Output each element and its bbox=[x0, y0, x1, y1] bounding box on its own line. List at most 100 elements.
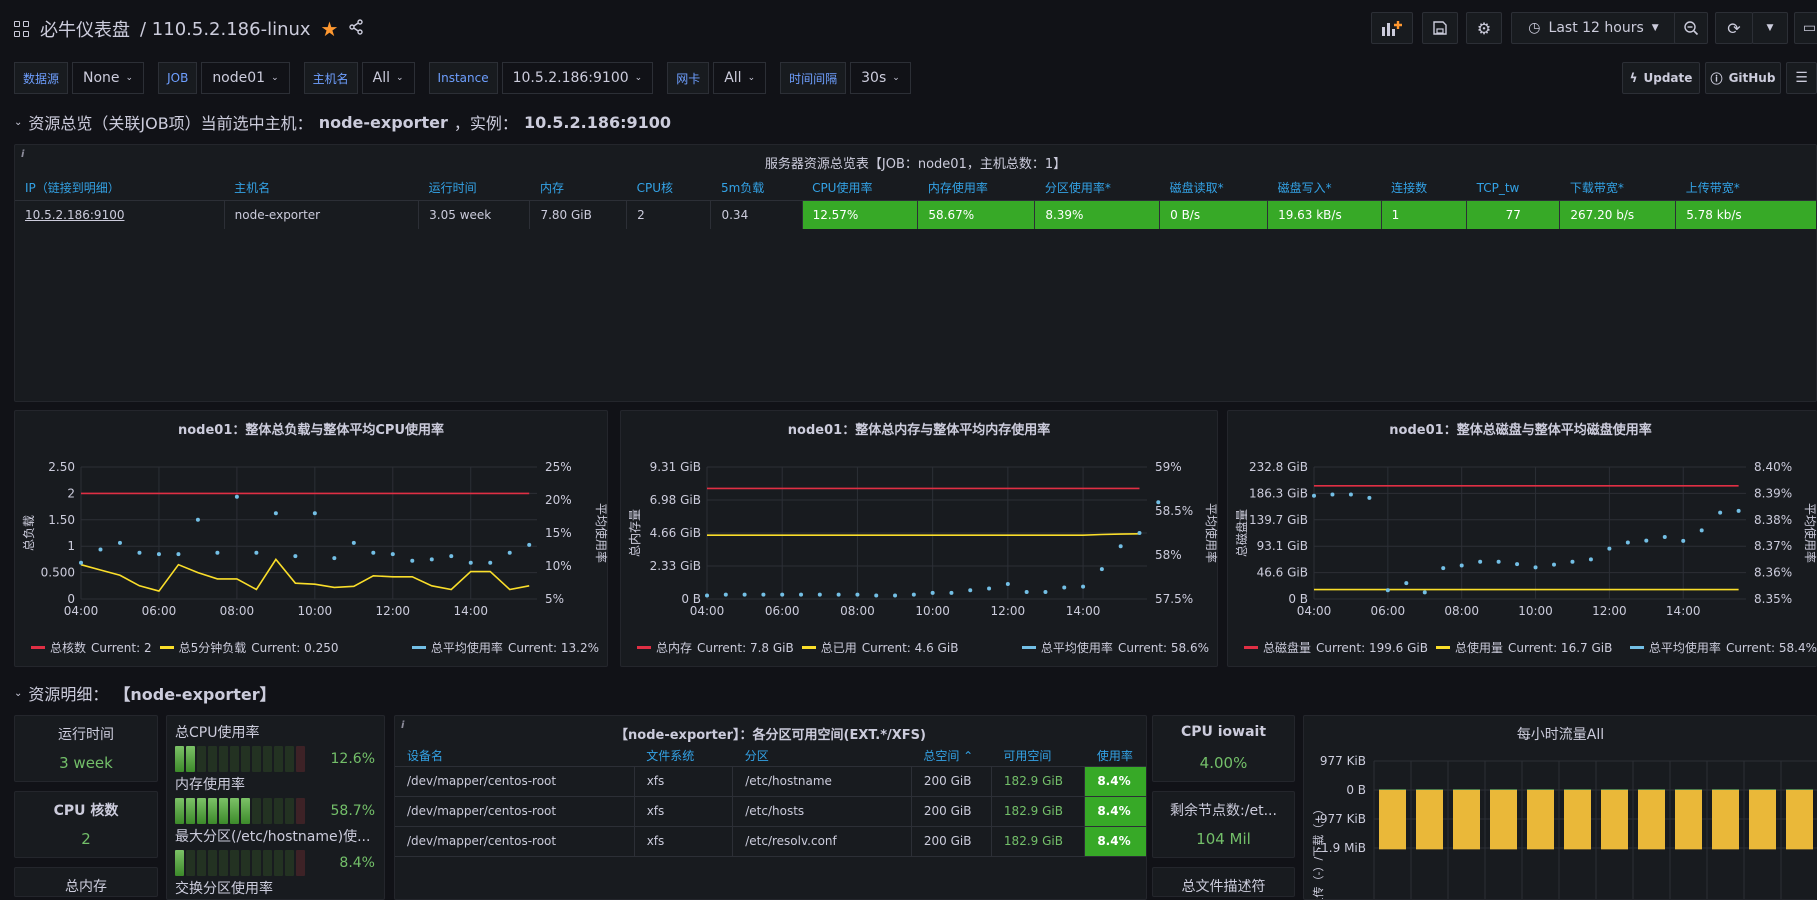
dashboard-folder-link[interactable]: 必牛仪表盘 bbox=[40, 20, 130, 41]
column-header[interactable]: 连接数 bbox=[1381, 175, 1467, 201]
variable-label-instance: Instance bbox=[428, 62, 498, 94]
legend-item[interactable]: 总已用 Current: 4.6 GiB bbox=[801, 639, 959, 656]
legend-current: Current: 4.6 GiB bbox=[861, 640, 959, 655]
column-header[interactable]: 可用空间 bbox=[991, 746, 1085, 767]
variable-select-job[interactable]: node01 ⌄ bbox=[201, 62, 290, 94]
share-icon[interactable] bbox=[348, 19, 364, 39]
column-header[interactable]: 总空间 ⌃ bbox=[911, 746, 992, 767]
column-header[interactable]: 5m负载 bbox=[710, 175, 803, 201]
column-header[interactable]: 下载带宽* bbox=[1559, 175, 1676, 201]
refresh-button[interactable]: ⟳ bbox=[1715, 12, 1753, 44]
dashboard-settings-button[interactable]: ⚙ bbox=[1466, 12, 1502, 44]
series-point-avg bbox=[1699, 528, 1704, 533]
column-header[interactable]: IP（链接到明细） bbox=[15, 175, 225, 201]
x-tick-label: 04:00 bbox=[1297, 604, 1332, 618]
variable-value: 10.5.2.186:9100 bbox=[512, 70, 629, 86]
variable-select-datasource[interactable]: None ⌄ bbox=[72, 62, 145, 94]
bar-gauge-cell bbox=[274, 798, 283, 824]
legend-item[interactable]: 总使用量 Current: 16.7 GiB bbox=[1435, 639, 1612, 656]
panel-info-icon[interactable]: i bbox=[401, 720, 405, 731]
legend-swatch bbox=[411, 646, 426, 649]
legend-item[interactable]: 总平均使用率 Current: 58.4% bbox=[1629, 639, 1817, 656]
column-header[interactable]: 上传带宽* bbox=[1675, 175, 1816, 201]
bar-gauge-cell bbox=[197, 798, 206, 824]
series-point-avg bbox=[195, 517, 200, 522]
dashboard-name[interactable]: / 110.5.2.186-linux bbox=[140, 18, 311, 40]
bar-gauge-cell bbox=[274, 850, 283, 876]
bar-gauge-cell bbox=[175, 798, 184, 824]
legend-item[interactable]: 总核数 Current: 2 bbox=[31, 639, 152, 656]
row-title-overview[interactable]: ⌄ 资源总览（关联JOB项）当前选中主机： node-exporter ，实例： 10… bbox=[14, 110, 671, 134]
column-header[interactable]: CPU核 bbox=[626, 175, 711, 201]
legend-item[interactable]: 总平均使用率 Current: 58.6% bbox=[1021, 639, 1209, 656]
y-tick-label: -1.9 MiB bbox=[1317, 841, 1366, 855]
legend-item[interactable]: 总内存 Current: 7.8 GiB bbox=[637, 639, 794, 656]
zoom-out-button[interactable] bbox=[1674, 12, 1708, 44]
legend-item[interactable]: 总平均使用率 Current: 13.2% bbox=[411, 639, 599, 656]
variable-select-instance[interactable]: 10.5.2.186:9100 ⌄ bbox=[501, 62, 654, 94]
legend-item[interactable]: 总磁盘量 Current: 199.6 GiB bbox=[1244, 639, 1428, 656]
column-header[interactable]: 使用率 bbox=[1084, 746, 1146, 767]
bar-gauge: 交换分区使用率 bbox=[175, 878, 375, 898]
legend-item[interactable]: 总5分钟负载 Current: 0.250 bbox=[159, 639, 339, 656]
x-tick-label: 06:00 bbox=[1371, 604, 1406, 618]
column-header[interactable]: 内存 bbox=[529, 175, 627, 201]
variable-select-interval[interactable]: 30s ⌄ bbox=[850, 62, 911, 94]
table-cell: 0.34 bbox=[710, 200, 803, 229]
variable-select-nic[interactable]: All ⌄ bbox=[713, 62, 767, 94]
update-link-button[interactable]: ϟ Update bbox=[1622, 62, 1700, 94]
legend-swatch bbox=[1021, 646, 1036, 649]
legend-name: 总平均使用率 bbox=[1648, 641, 1721, 655]
x-tick-label: 04:00 bbox=[690, 604, 725, 618]
panel-cpu-chart: node01：整体总负载与整体平均CPU使用率 2.50 2 1.50 1 0.500 0… bbox=[14, 410, 609, 667]
host-link[interactable]: 10.5.2.186:9100 bbox=[15, 200, 225, 229]
legend-name: 总内存 bbox=[656, 641, 693, 655]
column-header[interactable]: 分区使用率* bbox=[1034, 175, 1160, 201]
disk-chart[interactable]: 232.8 GiB 186.3 GiB 139.7 GiB 93.1 GiB 46.6 … bbox=[1228, 451, 1817, 636]
refresh-interval-button[interactable]: ▼ bbox=[1752, 12, 1788, 44]
y-tick-label: 2.50 bbox=[48, 460, 75, 474]
legend-name: 总平均使用率 bbox=[430, 641, 503, 655]
column-header[interactable]: 分区 bbox=[732, 746, 912, 767]
column-header[interactable]: 文件系统 bbox=[634, 746, 733, 767]
column-header[interactable]: TCP_tw bbox=[1466, 175, 1560, 201]
bar-download bbox=[1786, 789, 1813, 790]
column-header[interactable]: CPU使用率 bbox=[802, 175, 918, 201]
tv-mode-button[interactable]: ▭ bbox=[1794, 12, 1817, 44]
github-link-button[interactable]: ⓘ GitHub bbox=[1705, 62, 1781, 94]
column-header[interactable]: 磁盘写入* bbox=[1267, 175, 1382, 201]
legend-current: Current: 2 bbox=[91, 640, 152, 655]
series-point-avg bbox=[1515, 562, 1520, 567]
memory-chart[interactable]: 9.31 GiB 6.98 GiB 4.66 GiB 2.33 GiB 0 B 59% 58… bbox=[621, 451, 1219, 636]
time-picker-button[interactable]: ◷ Last 12 hours ▼ bbox=[1511, 12, 1676, 44]
ip-link[interactable]: 10.5.2.186:9100 bbox=[25, 207, 125, 222]
legend-swatch bbox=[801, 646, 816, 649]
save-dashboard-button[interactable] bbox=[1422, 12, 1458, 44]
series-point-avg bbox=[1588, 557, 1593, 562]
table-cell: 58.67% bbox=[917, 200, 1036, 229]
star-icon[interactable]: ★ bbox=[320, 17, 339, 41]
info-circle-icon: ⓘ bbox=[1710, 71, 1723, 86]
series-point-avg bbox=[137, 550, 142, 555]
menu-button[interactable]: ☰ bbox=[1786, 62, 1817, 94]
series-point-avg bbox=[1552, 562, 1556, 567]
variable-select-hostname[interactable]: All ⌄ bbox=[361, 62, 415, 94]
dashboards-grid-icon[interactable] bbox=[14, 21, 30, 37]
legend-name: 总使用量 bbox=[1454, 641, 1503, 655]
row-title-details[interactable]: ⌄ 资源明细： 【node-exporter】 bbox=[14, 681, 276, 705]
table-header-row: IP（链接到明细） 主机名 运行时间 内存 CPU核 5m负载 CPU使用率 内存使用率 分区使… bbox=[15, 175, 1816, 201]
legend-name: 总磁盘量 bbox=[1263, 641, 1312, 655]
column-header[interactable]: 磁盘读取* bbox=[1159, 175, 1268, 201]
column-header[interactable]: 运行时间 bbox=[418, 175, 530, 201]
series-point-avg bbox=[293, 554, 298, 559]
column-header[interactable]: 设备名 bbox=[395, 746, 635, 767]
cpu-load-chart[interactable]: 2.50 2 1.50 1 0.500 0 25% 20% 15% 10% 5% 04:00 06:00… bbox=[15, 451, 609, 636]
panel-info-icon[interactable]: i bbox=[21, 149, 25, 160]
column-header[interactable]: 内存使用率 bbox=[917, 175, 1035, 201]
y2-tick-label: 10% bbox=[545, 559, 572, 573]
bar-gauge-cell bbox=[219, 850, 228, 876]
column-header[interactable]: 主机名 bbox=[224, 175, 419, 201]
add-panel-button[interactable] bbox=[1371, 12, 1413, 44]
y2-axis-label: 平均使用率 bbox=[594, 503, 609, 563]
